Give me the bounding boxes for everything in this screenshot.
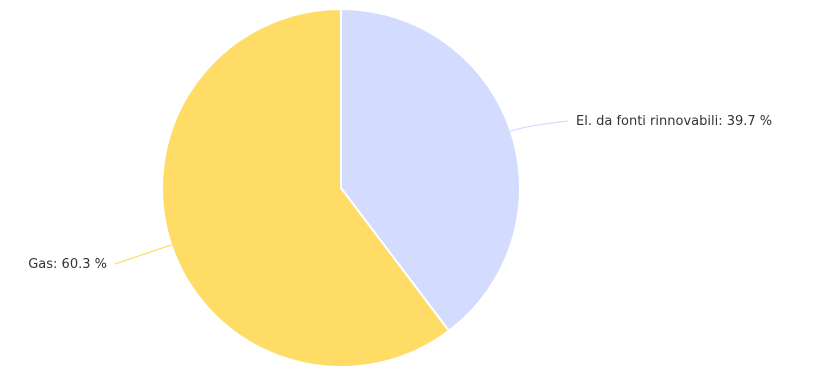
label-gas: Gas: 60.3 % (28, 257, 107, 272)
connector-gas (114, 243, 174, 265)
pie-labels: El. da fonti rinnovabili: 39.7 % Gas: 60… (28, 114, 772, 272)
connector-renewables (508, 120, 569, 133)
pie-slices (161, 7, 521, 368)
label-renewables: El. da fonti rinnovabili: 39.7 % (576, 114, 772, 129)
